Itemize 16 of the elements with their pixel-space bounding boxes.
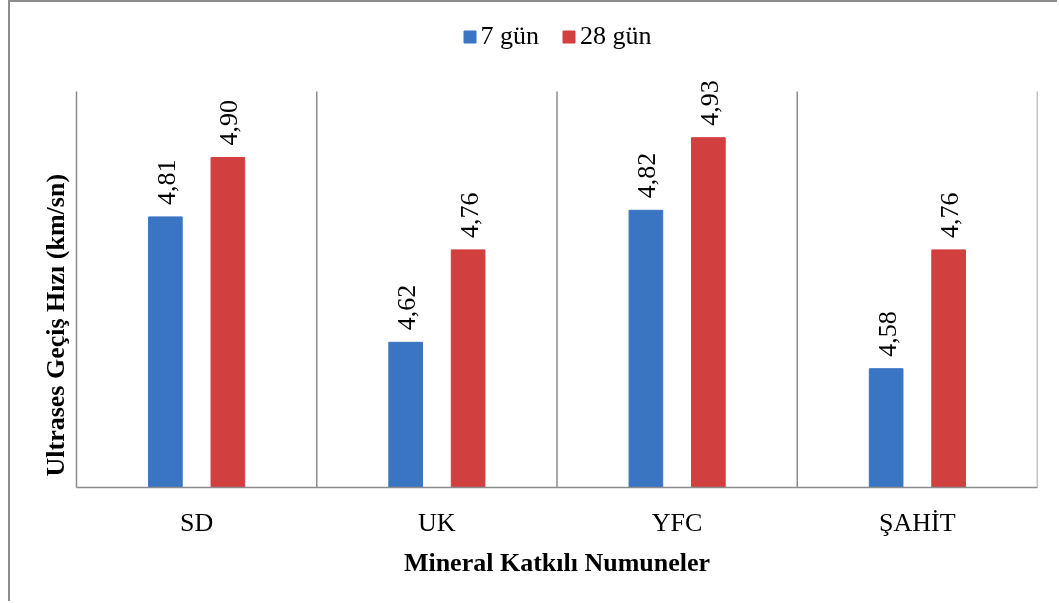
data-label: 4,81	[151, 159, 181, 205]
x-axis-title: Mineral Katkılı Numuneler	[403, 547, 711, 577]
x-tick-label: ŞAHİT	[879, 507, 956, 537]
y-axis-title: Ultrases Geçiş Hızı (km/sn)	[40, 173, 70, 477]
data-label: 4,76	[935, 192, 965, 238]
data-label: 4,90	[214, 100, 244, 146]
x-tick-label: SD	[180, 507, 214, 537]
x-tick-label: YFC	[651, 507, 703, 537]
legend-label: 7 gün	[480, 21, 539, 51]
data-label: 4,58	[872, 311, 902, 357]
legend-label: 28 gün	[580, 21, 652, 51]
data-label: 4,93	[694, 80, 724, 126]
data-label: 4,82	[632, 152, 662, 199]
x-tick-label: UK	[418, 507, 456, 537]
data-label: 4,62	[392, 284, 422, 331]
data-label: 4,76	[454, 192, 484, 238]
